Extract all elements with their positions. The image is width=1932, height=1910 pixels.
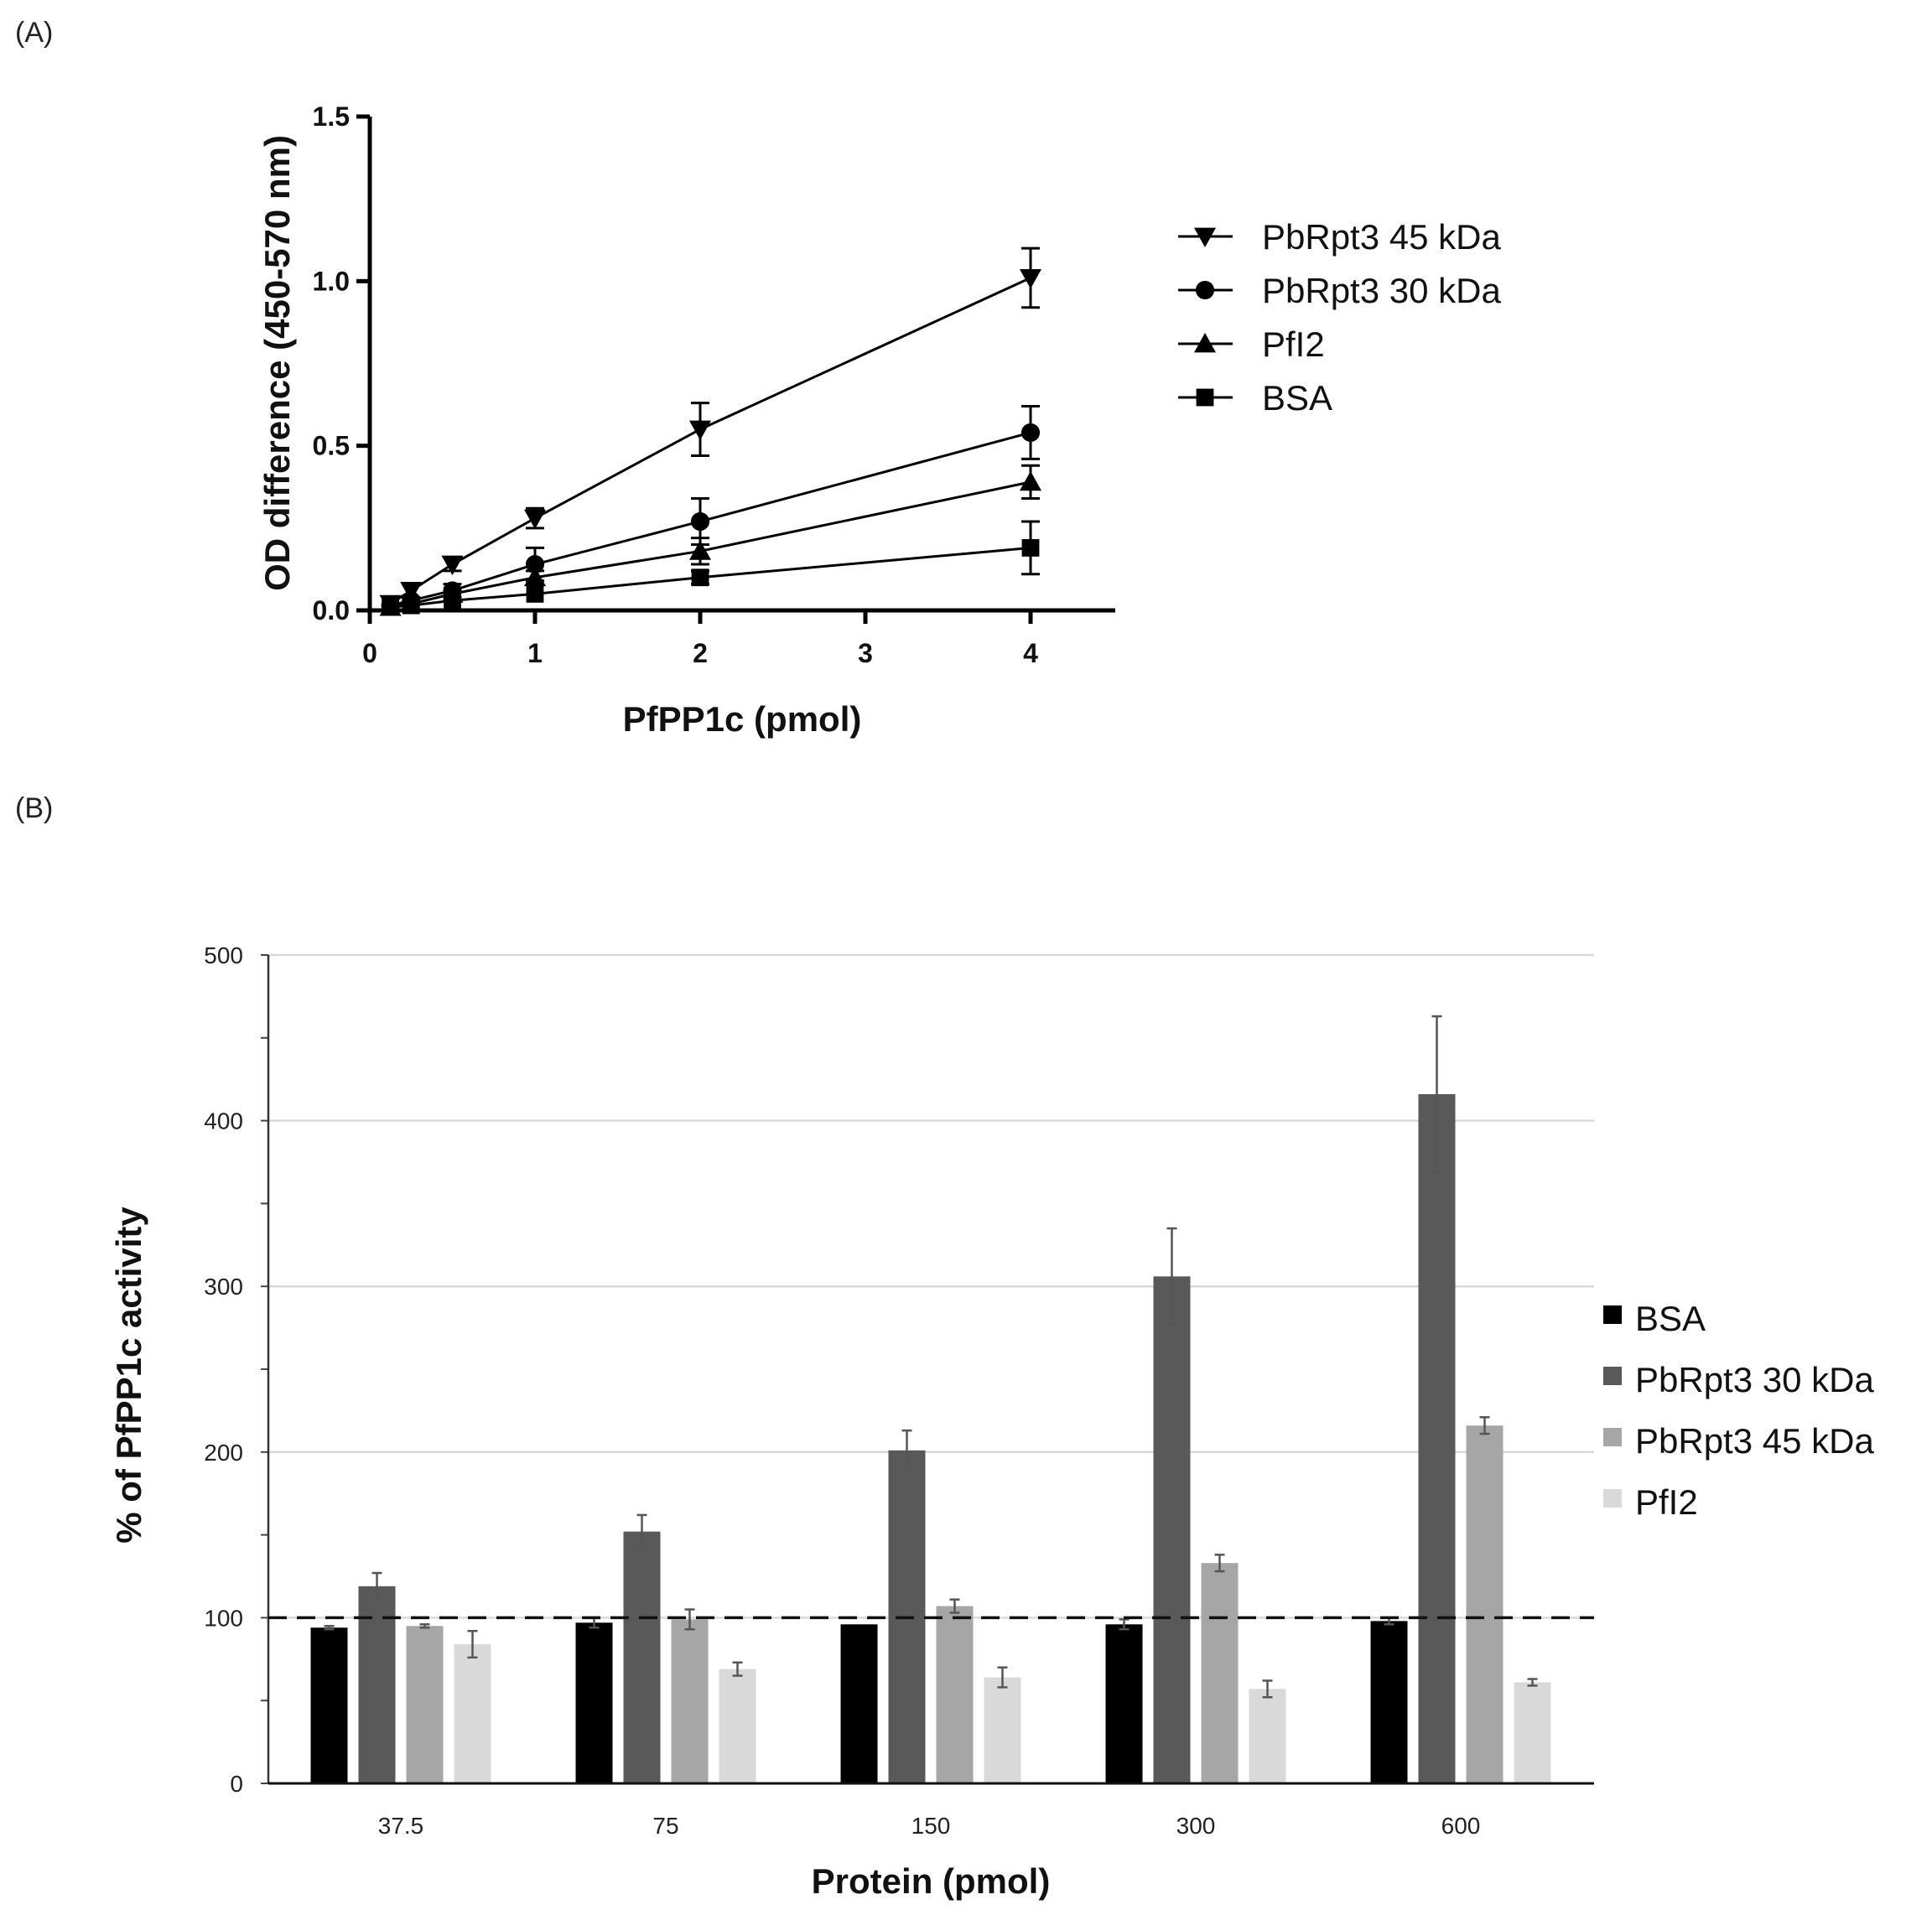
legend-swatch [1603, 1367, 1622, 1385]
bar [840, 1624, 878, 1783]
data-point [1021, 423, 1041, 443]
y-tick-label: 0 [230, 1771, 243, 1797]
y-tick-label: 0.5 [313, 431, 350, 461]
series-pfi2 [379, 464, 1041, 616]
legend-label: PbRpt3 45 kDa [1635, 1421, 1874, 1461]
legend-label: BSA [1262, 378, 1332, 418]
bar [984, 1677, 1021, 1783]
data-point [524, 509, 546, 530]
y-tick-label: 500 [204, 942, 243, 968]
bar [575, 1622, 613, 1783]
x-tick-label: 1 [527, 638, 543, 668]
x-tick-label: 150 [911, 1813, 951, 1839]
x-tick-label: 3 [858, 638, 873, 668]
x-axis-label: Protein (pmol) [812, 1861, 1051, 1901]
legend-marker-circle [1195, 280, 1215, 300]
y-axis-label: OD difference (450-570 nm) [257, 135, 297, 591]
bar-group-150 [840, 1429, 1021, 1783]
data-point [690, 511, 710, 532]
legend-label: PbRpt3 45 kDa [1262, 217, 1501, 257]
bar [1418, 1093, 1456, 1783]
data-point [382, 598, 400, 616]
bar [1201, 1563, 1239, 1783]
legend-label: BSA [1635, 1299, 1706, 1338]
bar [1249, 1689, 1286, 1783]
x-tick-label: 0 [362, 638, 377, 668]
bar-group-75 [575, 1513, 756, 1783]
legend-label: PfI2 [1262, 324, 1325, 364]
panel-b-label: (B) [15, 792, 53, 824]
legend-marker-triangle-down [1194, 227, 1216, 247]
data-point [1020, 269, 1041, 289]
data-point [441, 555, 464, 576]
x-tick-label: 37.5 [378, 1813, 424, 1839]
legend-swatch [1603, 1489, 1622, 1508]
bar [671, 1619, 709, 1783]
x-tick-label: 300 [1176, 1813, 1216, 1839]
legend-marker-square [1196, 388, 1214, 407]
bar [1466, 1425, 1504, 1783]
data-point [689, 540, 711, 560]
data-point [526, 584, 544, 603]
data-point [691, 568, 709, 587]
data-point [524, 566, 546, 587]
data-point [1020, 470, 1041, 491]
series-line [389, 277, 1031, 605]
y-tick-label: 100 [204, 1605, 243, 1631]
data-point [1021, 538, 1040, 557]
y-tick-label: 400 [204, 1108, 243, 1134]
bar [358, 1586, 396, 1783]
legend-label: PfI2 [1635, 1482, 1698, 1522]
panel-b-bar-chart: 0 100 200 300 400 500 37.5 75 150 300 600 Protein (… [109, 942, 1874, 1901]
x-tick-label: 2 [693, 638, 708, 668]
legend-marker-triangle-up [1194, 333, 1216, 353]
bar-group-37.5 [310, 1571, 491, 1783]
y-tick-label: 300 [204, 1274, 243, 1300]
y-axis-label: % of PfPP1c activity [109, 1207, 148, 1544]
bar [1370, 1621, 1408, 1783]
data-point [689, 420, 711, 441]
legend-label: PbRpt3 30 kDa [1262, 271, 1501, 310]
panel-a-label: (A) [15, 17, 53, 49]
bar [719, 1669, 756, 1783]
x-axis-label: PfPP1c (pmol) [623, 699, 862, 739]
data-point [402, 596, 420, 615]
series-pbrpt3-30-kda [381, 405, 1041, 615]
bar [623, 1531, 661, 1783]
legend-label: PbRpt3 30 kDa [1635, 1360, 1874, 1399]
series-bsa [382, 520, 1040, 616]
y-tick-label: 0.0 [313, 595, 350, 625]
data-point [525, 554, 545, 574]
legend-swatch [1603, 1428, 1622, 1446]
bar [936, 1606, 974, 1783]
bar [1514, 1682, 1551, 1783]
y-tick-label: 200 [204, 1440, 243, 1466]
series-line [390, 546, 1031, 609]
x-tick-label: 4 [1023, 638, 1038, 668]
bar [406, 1626, 444, 1783]
bar-group-300 [1105, 1227, 1286, 1783]
bar [310, 1627, 348, 1783]
bar [1153, 1276, 1191, 1783]
y-tick-label: 1.5 [313, 101, 350, 132]
x-tick-label: 75 [652, 1813, 678, 1839]
x-tick-label: 600 [1441, 1813, 1481, 1839]
data-point [444, 591, 461, 610]
panel-a-line-chart: 0.0 0.5 1.0 1.5 0 1 2 3 4 PfPP1c (pmol) OD differe… [257, 101, 1501, 739]
bar [454, 1644, 491, 1783]
legend-swatch [1603, 1305, 1622, 1324]
y-tick-label: 1.0 [313, 266, 350, 296]
bar [1105, 1624, 1143, 1783]
bar-group-600 [1370, 1015, 1551, 1783]
series-line [390, 431, 1031, 607]
